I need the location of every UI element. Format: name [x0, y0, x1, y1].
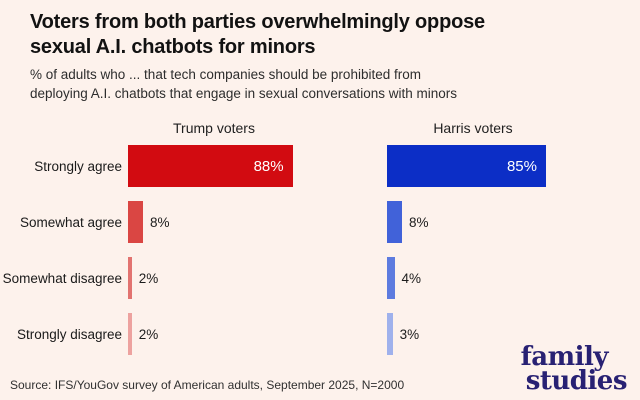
bar-value-label: 2%: [138, 326, 159, 342]
bar-trump-voters-somewhat-agree: [128, 201, 143, 243]
bar-value-label: 3%: [399, 326, 420, 342]
chart-subtitle-line2: deploying A.I. chatbots that engage in s…: [30, 86, 458, 101]
category-label-strongly-agree: Strongly agree: [34, 158, 122, 174]
logo-word-family: family: [520, 342, 609, 372]
source-note: Source: IFS/YouGov survey of American ad…: [10, 378, 405, 392]
bar-value-label: 8%: [150, 214, 170, 230]
bar-value-label: 8%: [409, 214, 429, 230]
chart-title-line2: sexual A.I. chatbots for minors: [30, 36, 316, 58]
family-studies-logo: family studies: [520, 342, 628, 396]
bar-trump-voters-somewhat-disagree: [128, 257, 132, 299]
bar-value-label: 4%: [401, 270, 422, 286]
bar-harris-voters-strongly-disagree: [387, 313, 393, 355]
category-label-somewhat-disagree: Somewhat disagree: [2, 270, 122, 286]
bar-value-label: 85%: [506, 157, 537, 175]
category-label-strongly-disagree: Strongly disagree: [16, 326, 122, 342]
bar-harris-voters-somewhat-disagree: [387, 257, 395, 299]
chart-subtitle: % of adults who ... that tech companies …: [30, 65, 457, 103]
bar-value-label: 2%: [138, 270, 159, 286]
bar-harris-voters-somewhat-agree: [387, 201, 402, 243]
chart-subtitle-line1: % of adults who ... that tech companies …: [30, 67, 421, 82]
category-label-somewhat-agree: Somewhat agree: [19, 214, 122, 230]
column-header-harris-voters: Harris voters: [433, 120, 513, 136]
logo-word-studies: studies: [525, 366, 628, 396]
bar-trump-voters-strongly-disagree: [128, 313, 132, 355]
chart-title: Voters from both parties overwhelmingly …: [30, 10, 485, 60]
bar-harris-voters-strongly-agree: 85%: [387, 145, 546, 187]
bar-value-label: 88%: [253, 157, 284, 175]
bar-trump-voters-strongly-agree: 88%: [128, 145, 293, 187]
column-header-trump-voters: Trump voters: [173, 120, 255, 136]
chart-title-line1: Voters from both parties overwhelmingly …: [30, 11, 485, 33]
